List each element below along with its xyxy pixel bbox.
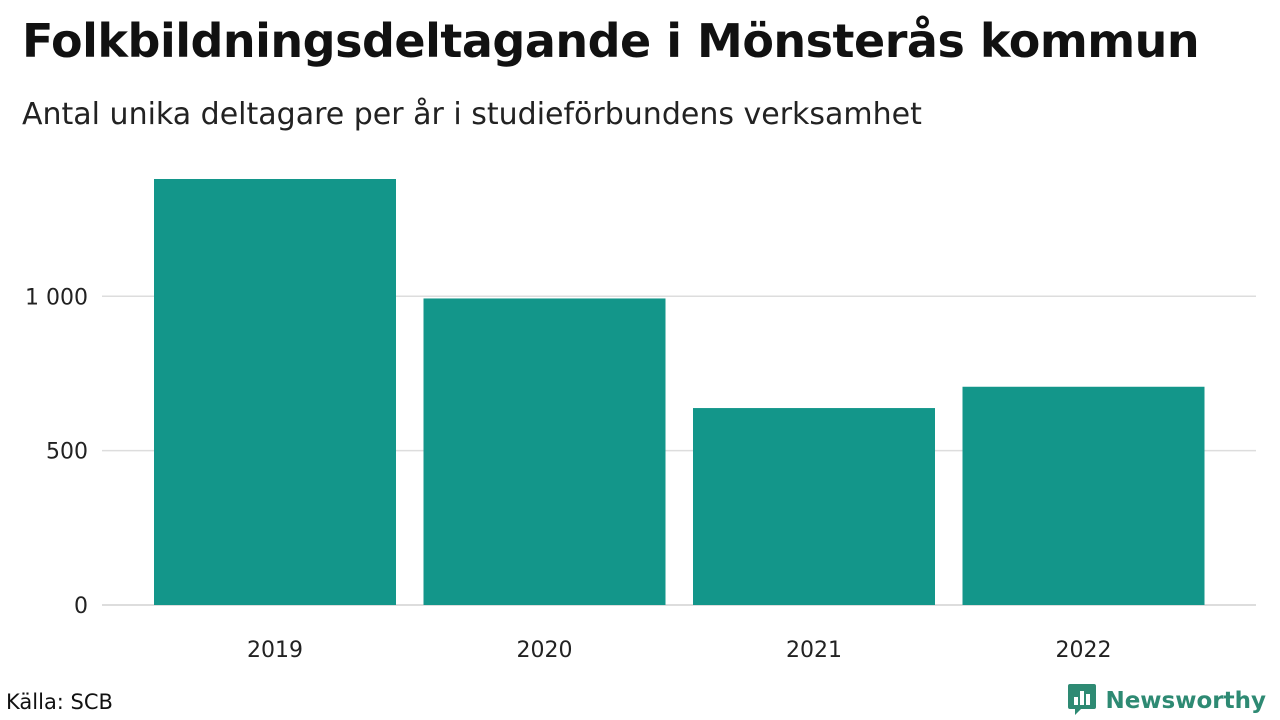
x-tick-label: 2019 <box>247 638 303 663</box>
x-tick-label: 2020 <box>517 638 573 663</box>
bar-chart: 0 500 1 000 2019 2020 2021 2022 <box>25 179 1256 663</box>
y-tick-label: 0 <box>74 594 88 619</box>
bar-2019 <box>154 179 396 605</box>
bar-chart-bubble-icon <box>1067 682 1097 720</box>
bar-2021 <box>693 408 935 605</box>
brand-name: Newsworthy <box>1105 688 1266 714</box>
brand-logo: Newsworthy <box>1067 684 1266 718</box>
bar-2020 <box>423 298 666 605</box>
source-note: Källa: SCB <box>6 690 113 714</box>
bar-2022 <box>962 386 1205 605</box>
y-axis-ticks: 0 500 1 000 <box>25 285 88 619</box>
chart-subtitle: Antal unika deltagare per år i studieför… <box>22 97 922 132</box>
bar-layer <box>154 179 1205 605</box>
x-axis-ticks: 2019 2020 2021 2022 <box>247 638 1112 663</box>
x-tick-label: 2021 <box>786 638 842 663</box>
x-tick-label: 2022 <box>1056 638 1112 663</box>
chart-title: Folkbildningsdeltagande i Mönsterås komm… <box>22 14 1200 68</box>
y-tick-label: 1 000 <box>25 285 88 310</box>
y-tick-label: 500 <box>46 440 88 465</box>
